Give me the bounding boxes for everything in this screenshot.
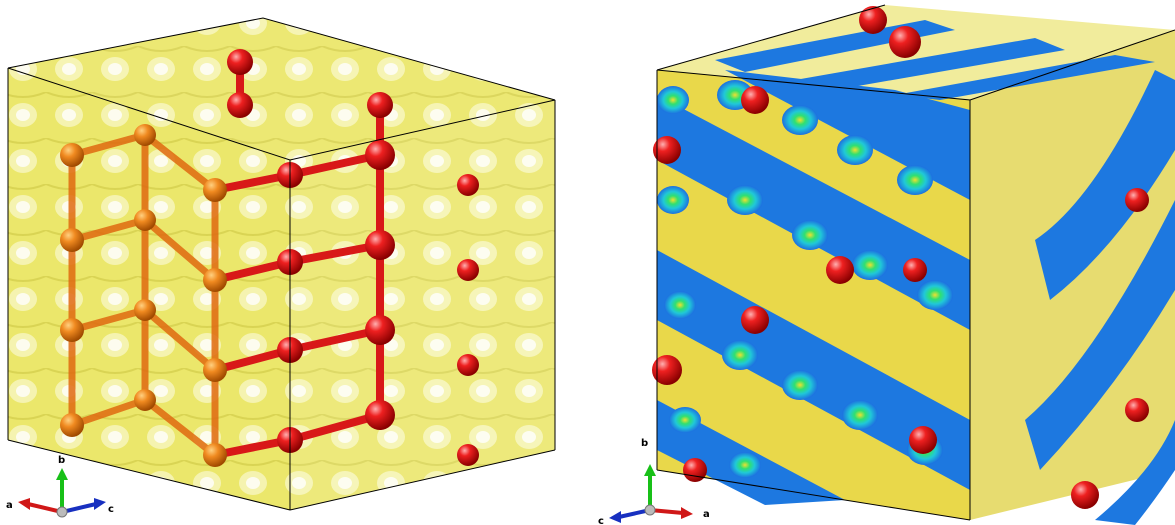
atom-sphere-icon bbox=[903, 258, 927, 282]
axis-label-c: c bbox=[108, 504, 114, 515]
atom-sphere-icon bbox=[203, 358, 227, 382]
atom-sphere-icon bbox=[227, 92, 253, 118]
right-structure-svg: b a c bbox=[598, 4, 1175, 525]
right-density-slice-view[interactable]: b a c bbox=[595, 0, 1175, 525]
unit-cell-outline bbox=[656, 4, 1175, 521]
axis-label-a: a bbox=[703, 509, 710, 520]
atom-sphere-icon bbox=[826, 256, 854, 284]
left-structure-view[interactable]: b a c bbox=[0, 0, 580, 525]
atom-sphere-icon bbox=[365, 230, 395, 260]
atoms-left bbox=[60, 49, 479, 467]
atom-sphere-icon bbox=[203, 443, 227, 467]
atom-sphere-icon bbox=[134, 209, 156, 231]
left-face bbox=[8, 68, 290, 510]
atom-sphere-icon bbox=[60, 143, 84, 167]
atom-sphere-icon bbox=[653, 136, 681, 164]
axis-label-a: a bbox=[6, 500, 13, 511]
atom-sphere-icon bbox=[367, 92, 393, 118]
side-ribbons bbox=[1025, 70, 1175, 525]
axis-label-b: b bbox=[58, 455, 65, 466]
atom-sphere-icon bbox=[741, 306, 769, 334]
atom-sphere-icon bbox=[134, 299, 156, 321]
atom-sphere-icon bbox=[741, 86, 769, 114]
atom-sphere-icon bbox=[1071, 481, 1099, 509]
atoms-right bbox=[652, 6, 1149, 509]
atom-sphere-icon bbox=[134, 389, 156, 411]
atom-sphere-icon bbox=[60, 228, 84, 252]
atom-sphere-icon bbox=[889, 26, 921, 58]
atom-sphere-icon bbox=[203, 178, 227, 202]
atom-sphere-icon bbox=[227, 49, 253, 75]
atom-sphere-icon bbox=[652, 355, 682, 385]
bond-network-back bbox=[68, 131, 219, 459]
atom-sphere-icon bbox=[909, 426, 937, 454]
atom-sphere-icon bbox=[60, 318, 84, 342]
atom-sphere-icon bbox=[859, 6, 887, 34]
atom-sphere-icon bbox=[457, 444, 479, 466]
atom-sphere-icon bbox=[134, 124, 156, 146]
atom-sphere-icon bbox=[365, 315, 395, 345]
atom-sphere-icon bbox=[365, 140, 395, 170]
left-structure-svg: b a c bbox=[6, 17, 556, 518]
atom-sphere-icon bbox=[457, 174, 479, 196]
right-face bbox=[290, 100, 555, 510]
density-ribbons bbox=[657, 70, 970, 505]
atom-sphere-icon bbox=[683, 458, 707, 482]
axis-label-c: c bbox=[598, 516, 604, 525]
density-hotspots bbox=[657, 80, 953, 478]
atom-sphere-icon bbox=[60, 413, 84, 437]
axis-label-b: b bbox=[641, 438, 648, 449]
atom-sphere-icon bbox=[457, 259, 479, 281]
atom-sphere-icon bbox=[457, 354, 479, 376]
atom-sphere-icon bbox=[203, 268, 227, 292]
atom-sphere-icon bbox=[1125, 188, 1149, 212]
atom-sphere-icon bbox=[365, 400, 395, 430]
atom-sphere-icon bbox=[1125, 398, 1149, 422]
axis-triad-icon: b a c bbox=[598, 438, 710, 525]
axis-triad-icon: b a c bbox=[6, 455, 114, 518]
unit-cell-outline bbox=[7, 17, 556, 511]
top-face bbox=[8, 18, 555, 160]
